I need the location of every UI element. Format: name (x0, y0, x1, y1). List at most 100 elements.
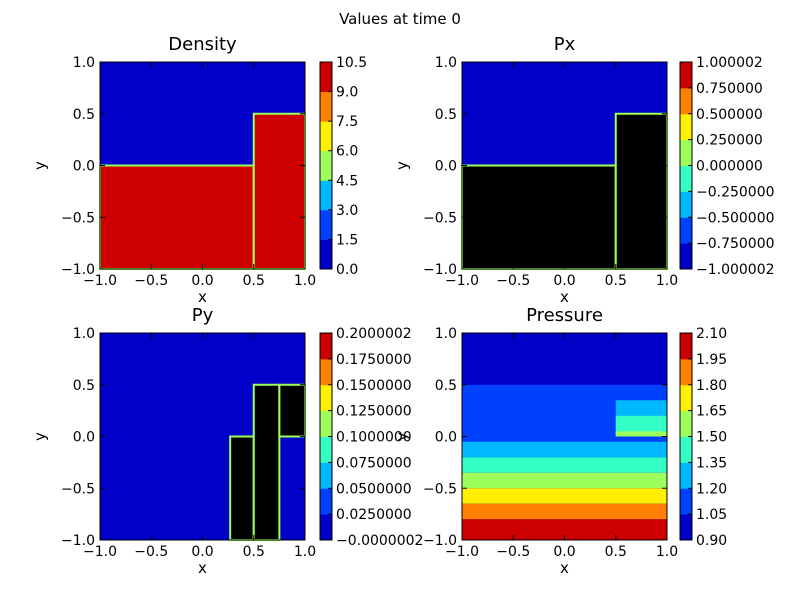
subplot-2: −1.0 −0.5 0.0 0.5 1.0 −1.0 −0.5 0.0 0.5 1.0 Px x y −1… (393, 34, 775, 306)
colorbar: 0.0 1.5 3.0 4.5 6.0 7.5 9.0 10.5 (319, 55, 367, 278)
x-tick-label: 0.0 (191, 273, 213, 289)
colorbar-tick-label: 9.0 (336, 85, 358, 101)
x-axis-label: x (560, 288, 569, 306)
subplot-3: −1.0 −0.5 0.0 0.5 1.0−1.0−0.50.00.51.0Pyxy−0… (31, 305, 423, 577)
colorbar: −1.000002 −0.750000 −0.500000 −0.250000 0.00… (679, 55, 775, 278)
colorbar-band (680, 217, 692, 244)
colorbar-tick-label: −1.000002 (696, 262, 775, 278)
colorbar-band (680, 243, 692, 270)
data-region (462, 441, 667, 458)
colorbar-tick-label: 1.05 (696, 507, 727, 523)
y-tick-label: 0.5 (73, 378, 95, 394)
figure-suptitle: Values at time 0 (339, 10, 461, 28)
y-tick-label: 1.0 (73, 326, 95, 342)
colorbar: −0.0000002 0.0250000 0.0500000 0.0750000 0.1… (319, 326, 423, 549)
y-tick-label: −1.0 (423, 533, 457, 549)
colorbar-tick-label: 1.35 (696, 455, 727, 471)
y-tick-label: 1.0 (73, 55, 95, 71)
data-region (253, 384, 280, 540)
colorbar-band (680, 358, 692, 386)
data-region (253, 113, 305, 269)
colorbar-band (320, 209, 332, 240)
y-axis-label: y (31, 161, 49, 170)
data-region (462, 457, 667, 473)
x-tick-label: 0.5 (605, 544, 627, 560)
y-tick-label: −1.0 (61, 533, 95, 549)
x-tick-label: −1.0 (445, 273, 479, 289)
colorbar-band (320, 488, 332, 515)
data-region (279, 384, 305, 437)
colorbar-tick-label: 2.10 (696, 326, 727, 342)
colorbar-band (680, 488, 692, 515)
x-tick-label: 0.5 (243, 544, 265, 560)
x-tick-label: 1.0 (294, 544, 316, 560)
colorbar: 0.90 1.05 1.20 1.35 1.50 1.65 1.80 1.95 2.10 (679, 326, 727, 549)
y-tick-label: 1.0 (435, 55, 457, 71)
colorbar-tick-label: 1.65 (696, 404, 727, 420)
data-region (615, 431, 667, 437)
data-region (462, 519, 667, 540)
colorbar-band (680, 191, 692, 218)
x-axis-label: x (560, 559, 569, 577)
subplot-1: −1.0 −0.5 0.0 0.5 1.0 −1.0 −0.5 0.0 0.5 1.0 Densit… (31, 34, 367, 306)
colorbar-tick-label: 4.5 (336, 173, 358, 189)
subplot-title: Density (168, 34, 237, 55)
y-tick-label: −0.5 (61, 210, 95, 226)
x-tick-label: −0.5 (134, 273, 168, 289)
x-tick-label: −1.0 (445, 544, 479, 560)
colorbar-band (680, 410, 692, 437)
colorbar-tick-label: 0.1500000 (336, 378, 412, 394)
data-region (462, 165, 616, 269)
x-axis-label: x (198, 288, 207, 306)
subplot-4: −1.0 −0.5 0.0 0.5 1.0 −1.0 −0.5 0.0 0.5 1.0 Pressu… (393, 305, 727, 577)
y-tick-label: 0.0 (435, 159, 457, 175)
colorbar-band (320, 121, 332, 152)
colorbar-band (320, 333, 332, 360)
data-region (462, 488, 667, 504)
colorbar-band (320, 150, 332, 181)
colorbar-band (680, 165, 692, 192)
colorbar-band (680, 514, 692, 541)
colorbar-tick-label: 1.20 (696, 481, 727, 497)
x-tick-label: −1.0 (83, 544, 117, 560)
x-tick-label: 0.0 (191, 544, 213, 560)
colorbar-tick-label: 1.5 (336, 232, 358, 248)
colorbar-band (320, 462, 332, 489)
y-axis-label: y (31, 432, 49, 441)
colorbar-tick-label: 1.000002 (696, 55, 763, 71)
colorbar-band (320, 436, 332, 463)
colorbar-tick-label: 0.750000 (696, 81, 763, 97)
y-axis-label: y (393, 432, 411, 441)
y-tick-label: −0.5 (423, 481, 457, 497)
colorbar-band (680, 87, 692, 115)
colorbar-tick-label: −0.500000 (696, 210, 775, 226)
subplot-title: Px (554, 34, 576, 55)
x-tick-label: 0.0 (553, 544, 575, 560)
colorbar-tick-label: 0.2000002 (336, 326, 412, 342)
colorbar-band (680, 384, 692, 412)
colorbar-band (680, 436, 692, 463)
colorbar-tick-label: 0.250000 (696, 133, 763, 149)
colorbar-tick-label: −0.250000 (696, 184, 775, 200)
y-tick-label: 0.0 (73, 430, 95, 446)
colorbar-band (320, 514, 332, 541)
colorbar-tick-label: 0.500000 (696, 107, 763, 123)
y-tick-label: 0.5 (435, 378, 457, 394)
y-tick-label: 0.0 (435, 430, 457, 446)
x-tick-label: 1.0 (656, 544, 678, 560)
panels: −1.0 −0.5 0.0 0.5 1.0 −1.0 −0.5 0.0 0.5 1.0 Densit… (31, 34, 775, 577)
colorbar-band (320, 62, 332, 93)
colorbar-band (680, 62, 692, 89)
x-tick-label: −0.5 (496, 273, 530, 289)
data-region (230, 436, 254, 540)
colorbar-tick-label: −0.750000 (696, 236, 775, 252)
colorbar-tick-label: 0.1000000 (336, 430, 412, 446)
colorbar-tick-label: 0.1250000 (336, 404, 412, 420)
colorbar-band (320, 358, 332, 386)
y-tick-label: −0.5 (61, 481, 95, 497)
colorbar-band (680, 139, 692, 166)
colorbar-band (320, 384, 332, 412)
colorbar-band (320, 239, 332, 270)
colorbar-tick-label: 10.5 (336, 55, 367, 71)
